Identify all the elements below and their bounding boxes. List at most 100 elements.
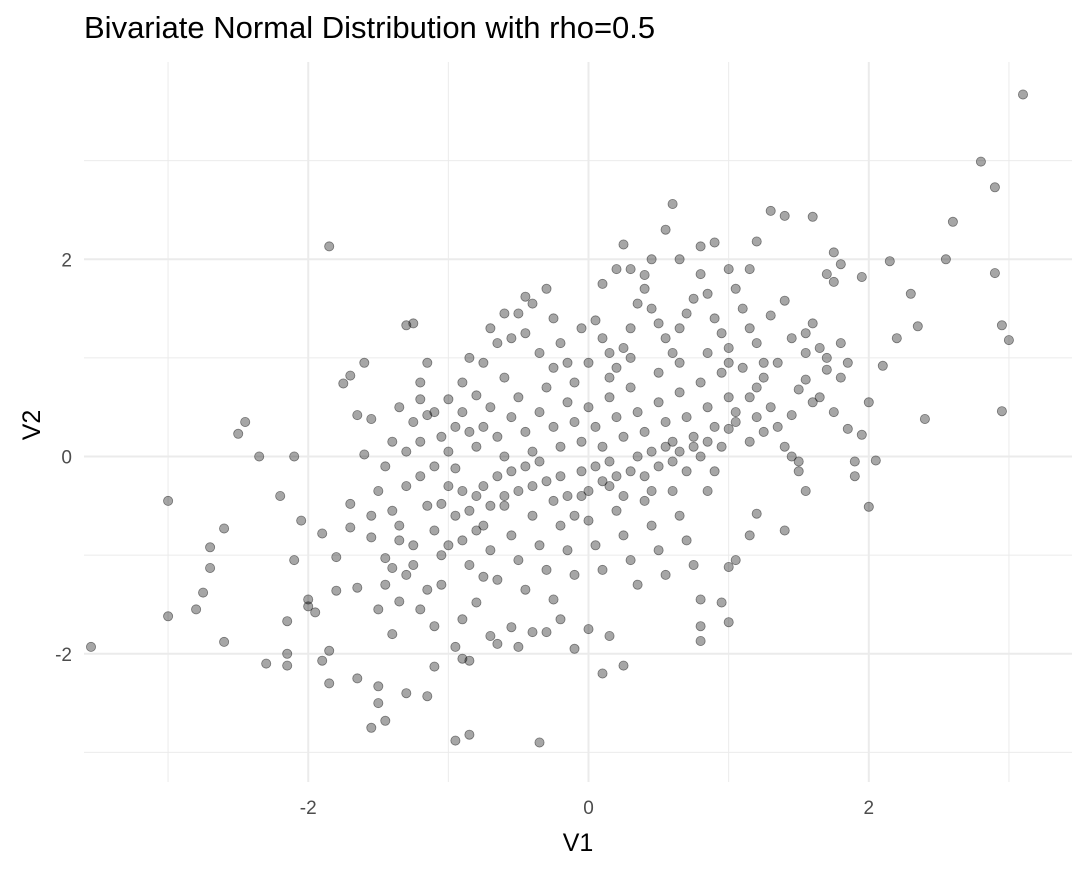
data-point [485,402,496,413]
data-point [394,596,405,607]
data-point [625,264,636,275]
data-point [611,362,622,373]
data-point [415,394,426,405]
data-point [464,352,475,363]
data-point [744,264,755,275]
data-point [373,681,384,692]
data-point [534,407,545,418]
data-point [471,525,482,536]
data-point [457,485,468,496]
data-point [541,382,552,393]
data-point [695,621,706,632]
data-point [695,594,706,605]
data-point [450,510,461,521]
data-point [506,530,517,541]
data-point [436,579,447,590]
data-point [681,308,692,319]
data-point [548,495,559,506]
data-point [947,216,958,227]
data-point [289,555,300,566]
data-point [716,441,727,452]
data-point [436,431,447,442]
data-point [583,357,594,368]
data-point [625,466,636,477]
data-point [569,569,580,580]
data-point [443,446,454,457]
data-point [408,318,419,329]
data-point [415,377,426,388]
data-point [366,532,377,543]
data-point [345,522,356,533]
data-point [366,413,377,424]
data-point [387,563,398,574]
data-point [275,490,286,501]
data-point [618,431,629,442]
data-point [254,451,265,462]
data-point [597,441,608,452]
data-point [814,392,825,403]
data-point [625,382,636,393]
data-point [555,338,566,349]
data-point [751,382,762,393]
data-point [709,313,720,324]
data-point [583,485,594,496]
data-point [429,621,440,632]
data-point [604,347,615,358]
data-point [702,436,713,447]
data-point [723,392,734,403]
data-point [562,490,573,501]
data-point [660,569,671,580]
data-point [548,362,559,373]
data-point [520,291,531,302]
data-point [618,342,629,353]
data-point [499,500,510,511]
data-point [380,461,391,472]
data-point [555,471,566,482]
data-point [478,520,489,531]
data-point [758,426,769,437]
y-axis-tick-labels: -2 0 2 [55,250,72,666]
data-point [674,254,685,265]
data-point [219,523,230,534]
chart-title: Bivariate Normal Distribution with rho=0… [84,10,656,45]
data-point [835,338,846,349]
y-axis-title: V2 [18,410,46,441]
data-point [457,535,468,546]
data-point [506,412,517,423]
data-point [828,276,839,287]
data-point [702,288,713,299]
data-point [856,429,867,440]
data-point [387,505,398,516]
data-point [842,423,853,434]
data-point [548,594,559,605]
data-point [751,412,762,423]
minor-gridlines [84,62,1072,782]
data-point [282,616,293,627]
data-point [660,416,671,427]
data-point [681,466,692,477]
data-point [478,481,489,492]
data-point [359,449,370,460]
data-points [86,89,1029,748]
data-point [716,328,727,339]
data-point [464,560,475,571]
data-point [723,342,734,353]
data-point [331,552,342,563]
data-point [450,641,461,652]
data-point [513,308,524,319]
data-point [870,455,881,466]
data-point [415,471,426,482]
data-point [751,508,762,519]
data-point [205,542,216,553]
data-point [450,463,461,474]
data-point [429,461,440,472]
data-point [373,604,384,615]
data-point [492,638,503,649]
x-axis-tick-labels: -2 0 2 [300,798,874,819]
data-point [716,367,727,378]
data-point [317,528,328,539]
data-point [492,431,503,442]
data-point [737,362,748,373]
data-point [506,622,517,633]
data-point [513,641,524,652]
